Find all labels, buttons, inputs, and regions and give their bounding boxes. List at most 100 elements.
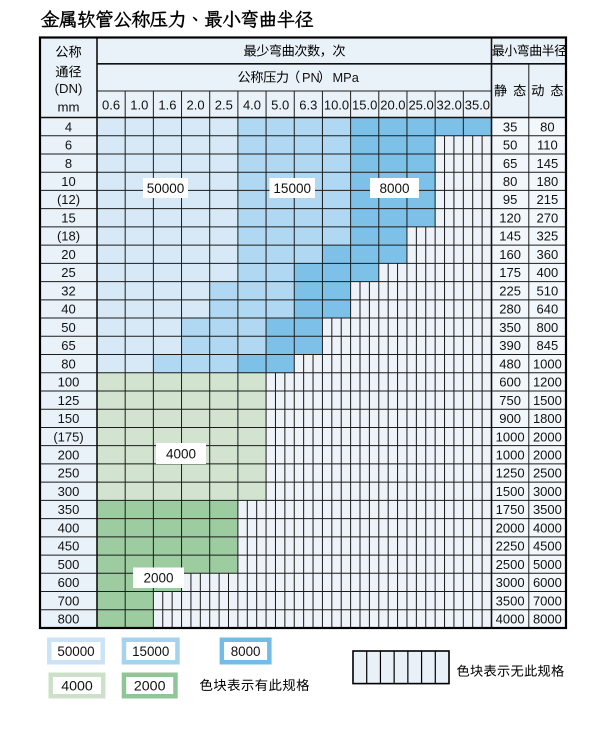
svg-text:2000: 2000 xyxy=(533,448,562,463)
svg-text:2.0: 2.0 xyxy=(187,97,205,112)
svg-text:20.0: 20.0 xyxy=(380,97,405,112)
svg-text:1500: 1500 xyxy=(496,484,525,499)
svg-text:450: 450 xyxy=(58,539,80,554)
svg-text:8: 8 xyxy=(65,156,72,171)
svg-text:65: 65 xyxy=(503,156,517,171)
svg-text:270: 270 xyxy=(537,211,559,226)
svg-text:1200: 1200 xyxy=(533,375,562,390)
svg-text:35.0: 35.0 xyxy=(465,97,490,112)
svg-text:2000: 2000 xyxy=(134,679,166,695)
svg-text:7000: 7000 xyxy=(533,593,562,608)
svg-text:2500: 2500 xyxy=(533,466,562,481)
svg-text:4.0: 4.0 xyxy=(243,97,261,112)
svg-text:8000: 8000 xyxy=(533,612,562,627)
svg-text:5000: 5000 xyxy=(533,557,562,572)
svg-text:200: 200 xyxy=(58,448,80,463)
svg-text:225: 225 xyxy=(499,283,521,298)
svg-text:510: 510 xyxy=(537,283,559,298)
svg-text:150: 150 xyxy=(58,411,80,426)
svg-text:400: 400 xyxy=(58,520,80,535)
svg-text:3000: 3000 xyxy=(496,575,525,590)
svg-text:180: 180 xyxy=(537,174,559,189)
svg-text:125: 125 xyxy=(58,393,80,408)
svg-text:2000: 2000 xyxy=(496,520,525,535)
svg-text:10.0: 10.0 xyxy=(324,97,349,112)
svg-text:215: 215 xyxy=(537,192,559,207)
svg-text:250: 250 xyxy=(58,466,80,481)
svg-text:(175): (175) xyxy=(53,429,83,444)
svg-text:600: 600 xyxy=(58,575,80,590)
svg-text:4: 4 xyxy=(65,119,72,134)
svg-text:1800: 1800 xyxy=(533,411,562,426)
svg-text:50000: 50000 xyxy=(147,181,185,196)
svg-text:1000: 1000 xyxy=(496,448,525,463)
svg-text:15000: 15000 xyxy=(273,181,311,196)
svg-text:32.0: 32.0 xyxy=(437,97,462,112)
svg-text:3500: 3500 xyxy=(496,593,525,608)
svg-text:110: 110 xyxy=(537,138,558,153)
svg-text:1250: 1250 xyxy=(496,466,525,481)
svg-text:480: 480 xyxy=(499,356,521,371)
svg-text:1000: 1000 xyxy=(496,429,525,444)
svg-text:0.6: 0.6 xyxy=(102,97,120,112)
svg-text:1500: 1500 xyxy=(533,393,562,408)
svg-text:390: 390 xyxy=(499,338,521,353)
svg-text:15000: 15000 xyxy=(132,644,169,659)
svg-text:4000: 4000 xyxy=(61,679,93,695)
svg-text:640: 640 xyxy=(537,302,559,317)
svg-text:8000: 8000 xyxy=(231,644,261,659)
svg-text:400: 400 xyxy=(537,265,559,280)
svg-text:mm: mm xyxy=(58,100,80,115)
svg-text:32: 32 xyxy=(61,283,75,298)
svg-text:900: 900 xyxy=(499,411,521,426)
svg-text:(DN): (DN) xyxy=(55,81,83,96)
svg-text:145: 145 xyxy=(537,156,559,171)
svg-text:(12): (12) xyxy=(57,192,80,207)
svg-text:325: 325 xyxy=(537,229,559,244)
svg-text:1.0: 1.0 xyxy=(130,97,148,112)
svg-text:50000: 50000 xyxy=(57,644,94,659)
svg-text:PN: PN xyxy=(302,70,320,85)
svg-text:(18): (18) xyxy=(57,229,80,244)
svg-text:2250: 2250 xyxy=(496,539,525,554)
svg-text:300: 300 xyxy=(58,484,80,499)
svg-text:95: 95 xyxy=(503,192,517,207)
svg-text:800: 800 xyxy=(58,612,80,627)
svg-text:4000: 4000 xyxy=(533,520,562,535)
svg-text:350: 350 xyxy=(499,320,521,335)
svg-text:350: 350 xyxy=(58,502,80,517)
svg-text:2500: 2500 xyxy=(496,557,525,572)
svg-text:145: 145 xyxy=(499,229,521,244)
svg-text:20: 20 xyxy=(61,247,75,262)
svg-text:4000: 4000 xyxy=(166,446,196,461)
svg-text:120: 120 xyxy=(499,211,521,226)
svg-text:3500: 3500 xyxy=(533,502,562,517)
svg-text:25: 25 xyxy=(61,265,75,280)
svg-text:2.5: 2.5 xyxy=(215,97,233,112)
svg-text:2000: 2000 xyxy=(533,429,562,444)
svg-text:1000: 1000 xyxy=(533,356,562,371)
svg-text:6000: 6000 xyxy=(533,575,562,590)
svg-text:15.0: 15.0 xyxy=(352,97,377,112)
svg-text:80: 80 xyxy=(503,174,517,189)
svg-text:5.0: 5.0 xyxy=(271,97,289,112)
svg-text:10: 10 xyxy=(61,174,75,189)
svg-text:700: 700 xyxy=(58,593,80,608)
svg-text:65: 65 xyxy=(61,338,75,353)
svg-text:15: 15 xyxy=(61,211,75,226)
svg-text:4000: 4000 xyxy=(496,612,525,627)
svg-text:80: 80 xyxy=(61,356,75,371)
svg-text:25.0: 25.0 xyxy=(408,97,433,112)
svg-text:175: 175 xyxy=(499,265,521,280)
svg-text:1.6: 1.6 xyxy=(158,97,176,112)
svg-text:160: 160 xyxy=(499,247,521,262)
svg-text:40: 40 xyxy=(61,302,75,317)
svg-text:6.3: 6.3 xyxy=(299,97,317,112)
svg-text:6: 6 xyxy=(65,138,72,153)
svg-text:1750: 1750 xyxy=(496,502,525,517)
svg-text:4500: 4500 xyxy=(533,539,562,554)
svg-text:750: 750 xyxy=(499,393,521,408)
svg-text:8000: 8000 xyxy=(379,181,409,196)
svg-text:35: 35 xyxy=(503,119,517,134)
svg-text:MPa: MPa xyxy=(333,70,360,85)
